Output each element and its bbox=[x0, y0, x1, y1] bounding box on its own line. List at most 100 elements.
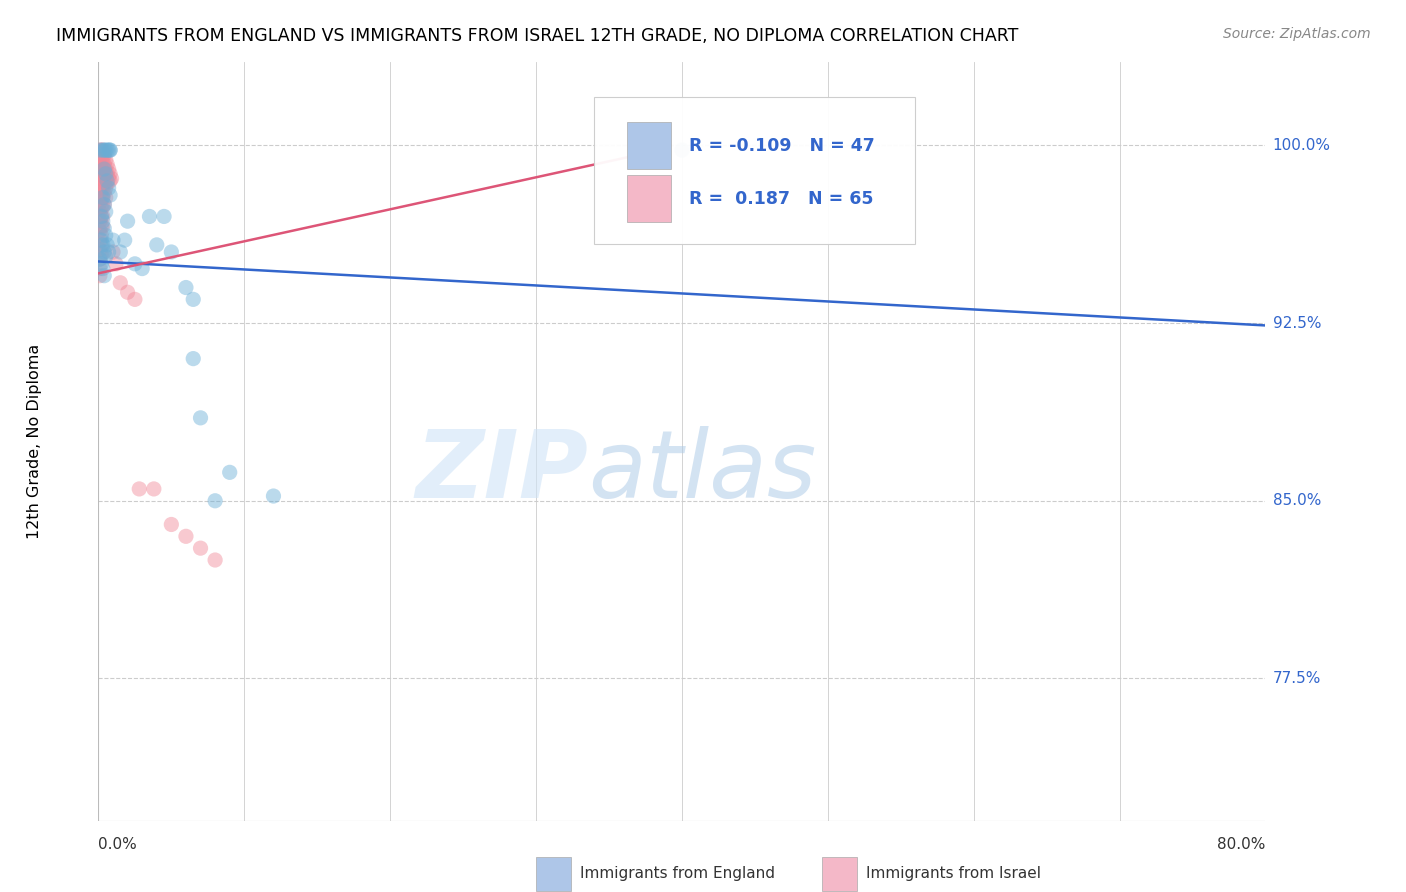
Point bbox=[97, 143, 120, 157]
Point bbox=[174, 280, 197, 294]
Point bbox=[93, 197, 115, 211]
Text: 12th Grade, No Diploma: 12th Grade, No Diploma bbox=[27, 344, 42, 539]
Point bbox=[262, 489, 284, 503]
Point bbox=[97, 162, 120, 177]
FancyBboxPatch shape bbox=[595, 96, 915, 244]
Point bbox=[104, 257, 127, 271]
Point bbox=[96, 167, 118, 181]
Point bbox=[93, 157, 115, 171]
Point bbox=[96, 176, 118, 190]
Bar bbox=[627, 122, 672, 169]
Point bbox=[671, 143, 693, 157]
Point bbox=[131, 261, 153, 276]
Point bbox=[93, 197, 115, 211]
Bar bbox=[823, 857, 858, 891]
Point bbox=[98, 143, 121, 157]
Text: R =  0.187   N = 65: R = 0.187 N = 65 bbox=[689, 190, 873, 208]
Point bbox=[91, 200, 114, 214]
Point bbox=[97, 181, 120, 195]
Point bbox=[89, 143, 111, 157]
Point bbox=[90, 210, 112, 224]
Point bbox=[128, 482, 150, 496]
Point bbox=[91, 143, 114, 157]
Point bbox=[142, 482, 165, 496]
Point bbox=[93, 186, 115, 200]
Point bbox=[97, 171, 120, 186]
Point bbox=[91, 238, 114, 252]
Point bbox=[89, 186, 111, 200]
Point bbox=[96, 238, 118, 252]
Text: 92.5%: 92.5% bbox=[1272, 316, 1322, 331]
Point bbox=[218, 466, 240, 480]
Point bbox=[94, 181, 117, 195]
Text: 0.0%: 0.0% bbox=[98, 838, 138, 852]
Point bbox=[89, 167, 111, 181]
Point bbox=[91, 261, 114, 276]
Point bbox=[90, 171, 112, 186]
Text: 80.0%: 80.0% bbox=[1218, 838, 1265, 852]
Point bbox=[110, 276, 132, 290]
Point bbox=[93, 221, 115, 235]
Point bbox=[93, 143, 115, 157]
Point bbox=[90, 219, 112, 233]
Point bbox=[94, 171, 117, 186]
Point bbox=[96, 174, 118, 188]
Point bbox=[124, 257, 146, 271]
Point bbox=[98, 167, 121, 181]
Point bbox=[94, 167, 117, 181]
Text: 100.0%: 100.0% bbox=[1272, 138, 1330, 153]
Text: Immigrants from England: Immigrants from England bbox=[581, 866, 775, 881]
Point bbox=[101, 244, 124, 259]
Point bbox=[89, 243, 111, 257]
Point bbox=[94, 250, 117, 264]
Point bbox=[91, 162, 114, 177]
Point bbox=[90, 247, 112, 261]
Point bbox=[91, 143, 114, 157]
Point bbox=[93, 244, 115, 259]
Text: Source: ZipAtlas.com: Source: ZipAtlas.com bbox=[1223, 27, 1371, 41]
Point bbox=[160, 244, 183, 259]
Bar bbox=[536, 857, 571, 891]
Point bbox=[93, 162, 115, 177]
Point bbox=[138, 210, 160, 224]
Text: IMMIGRANTS FROM ENGLAND VS IMMIGRANTS FROM ISRAEL 12TH GRADE, NO DIPLOMA CORRELA: IMMIGRANTS FROM ENGLAND VS IMMIGRANTS FR… bbox=[56, 27, 1018, 45]
Point bbox=[110, 244, 132, 259]
Point bbox=[94, 190, 117, 204]
Point bbox=[90, 153, 112, 167]
Point bbox=[91, 210, 114, 224]
Point bbox=[114, 233, 136, 247]
Point bbox=[93, 148, 115, 162]
Point bbox=[94, 153, 117, 167]
Text: 85.0%: 85.0% bbox=[1272, 493, 1322, 508]
Bar bbox=[627, 176, 672, 222]
Point bbox=[117, 285, 139, 300]
Point bbox=[90, 210, 112, 224]
Point bbox=[91, 214, 114, 228]
Text: Immigrants from Israel: Immigrants from Israel bbox=[866, 866, 1042, 881]
Point bbox=[93, 268, 115, 283]
Text: R = -0.109   N = 47: R = -0.109 N = 47 bbox=[689, 136, 875, 155]
Point bbox=[90, 200, 112, 214]
Point bbox=[90, 162, 112, 177]
Point bbox=[98, 143, 121, 157]
Point bbox=[89, 268, 111, 283]
Point bbox=[94, 204, 117, 219]
Point bbox=[89, 252, 111, 266]
Point bbox=[90, 238, 112, 252]
Point bbox=[90, 228, 112, 243]
Point bbox=[90, 233, 112, 247]
Point bbox=[89, 157, 111, 171]
Point bbox=[97, 244, 120, 259]
Point bbox=[101, 233, 124, 247]
Point bbox=[91, 190, 114, 204]
Point bbox=[94, 228, 117, 243]
Point bbox=[181, 351, 204, 366]
Point bbox=[94, 162, 117, 177]
Point bbox=[89, 176, 111, 190]
Text: ZIP: ZIP bbox=[416, 425, 589, 518]
Point bbox=[98, 174, 121, 188]
Point bbox=[117, 214, 139, 228]
Point bbox=[91, 219, 114, 233]
Point bbox=[181, 293, 204, 307]
Point bbox=[89, 224, 111, 238]
